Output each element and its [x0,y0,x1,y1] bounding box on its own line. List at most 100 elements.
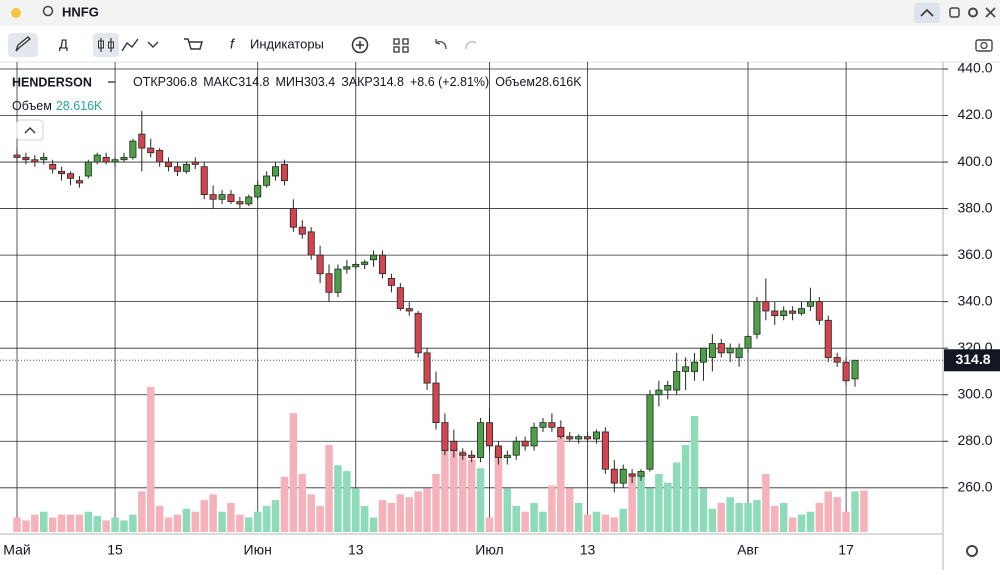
candle-body [405,308,413,312]
volume-bar [771,505,779,532]
volume-bar [779,503,788,532]
volume-bar [280,476,289,532]
legend-low: 303.4 [304,75,335,89]
volume-bar [842,511,850,532]
volume-bar [539,511,547,532]
volume-bar [396,494,405,532]
volume-bar [423,488,431,532]
candle-body [387,277,395,286]
volume-bar [485,517,494,532]
axis-settings[interactable] [966,545,978,557]
volume-bar [227,503,235,532]
x-tick-label: Июн [244,542,272,558]
volume-bar [726,497,734,532]
y-tick-label: 440.0 [957,60,992,76]
candles-button[interactable] [93,33,119,57]
volume-bar [146,387,155,532]
window-button[interactable] [949,7,960,18]
candle-body [539,422,547,428]
y-tick-label: 360.0 [957,246,992,262]
candle-body [272,166,280,177]
candle-body [147,147,155,154]
volume-bar [717,503,726,532]
search-icon[interactable] [42,5,54,17]
candle-body [503,454,511,458]
volume-bar [672,462,681,532]
legend-volume-label: Объем [495,75,535,89]
volume-bar [637,474,645,532]
volume-bar [441,450,449,532]
settings-button[interactable] [968,7,978,18]
x-tick-label: 13 [348,542,364,558]
indicators-button[interactable]: Индикаторы [250,36,324,51]
pencil-icon [15,36,31,52]
volume-bar [664,482,672,532]
volume-bar [690,416,699,532]
candle-body [378,254,387,275]
candles-icon [100,38,112,52]
candle-body [842,361,850,382]
collapse-button[interactable] [914,3,940,23]
candle-body [512,440,520,456]
volume-bar [22,520,30,532]
instrument-name: HENDERSON [12,75,92,89]
candle-body [646,394,654,470]
volume-bar [619,508,627,532]
legend-toggle[interactable] [108,81,116,83]
candle-body [120,156,128,161]
candle-body [682,366,690,372]
close-button[interactable] [985,7,996,18]
candle-body [84,161,92,177]
volume-bar [592,511,601,532]
candle-body [780,310,788,317]
volume-bar [66,514,75,532]
volume-bar [450,447,458,532]
candle-body [673,371,681,391]
current-price-tag [944,349,1000,372]
camera-lens [980,41,988,50]
volume-bar [236,514,244,532]
volume-bar [708,508,717,532]
chart-type-menu[interactable] [147,41,159,48]
volume-bar [75,514,84,532]
layout-button[interactable] [393,38,409,53]
candle-body [334,268,342,293]
window-dot [11,8,21,18]
candle-body [717,343,725,354]
candle-body [254,184,262,198]
candle-body [298,226,306,235]
candle-body [744,336,752,349]
screenshot-button[interactable] [975,39,993,52]
collapse-legend[interactable] [16,119,44,141]
volume-bar [753,500,761,532]
y-tick-label: 260.0 [957,478,992,494]
volume-bar [191,511,200,532]
candle-body [49,163,57,170]
volume-bar [120,520,128,532]
interval-button[interactable]: Д [59,36,68,51]
candle-body [343,266,351,270]
volume-bar [352,488,360,532]
y-tick-label: 420.0 [957,106,992,122]
candle-body [806,301,814,307]
symbol-search[interactable]: HNFG [62,4,99,19]
volume-bar [343,471,351,532]
volume-bar [164,517,173,532]
area-button[interactable] [121,38,139,52]
volume-bar [102,520,110,532]
redo-button[interactable] [465,40,477,50]
add-button[interactable] [351,36,369,54]
volume-bar [245,517,253,532]
volume-bar [476,468,485,532]
candle-body [236,201,244,205]
volume-bar [655,474,663,532]
candle-body [227,194,235,203]
candle-body [699,347,707,363]
cart-button[interactable] [184,38,203,50]
x-tick-label: Авг [737,542,759,558]
volume-bar [512,505,520,532]
candle-body [494,445,502,458]
x-tick-label: 17 [838,542,854,558]
undo-button[interactable] [435,39,447,50]
